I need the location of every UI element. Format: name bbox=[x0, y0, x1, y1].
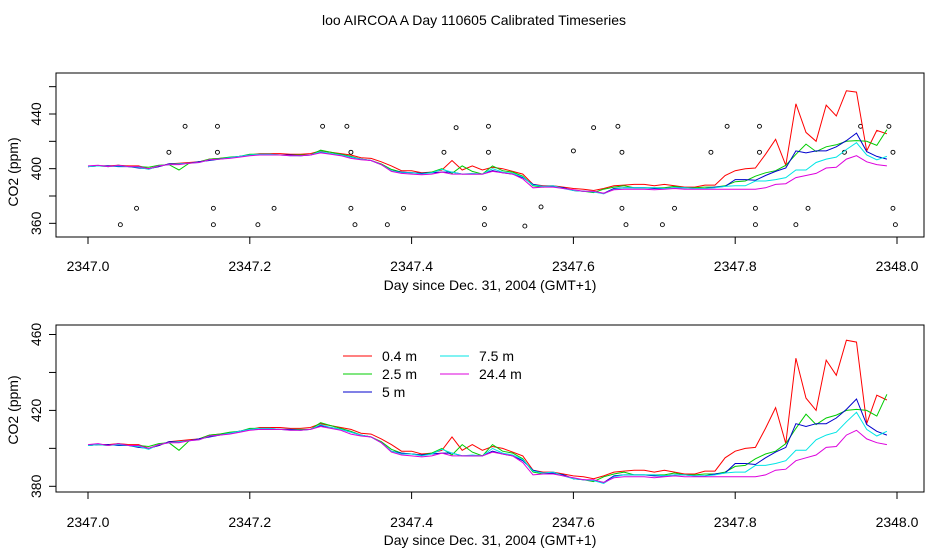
x-tick-label: 2347.6 bbox=[552, 514, 595, 530]
x-axis-bottom: 2347.0 2347.2 2347.4 2347.6 2347.8 2348.0 bbox=[67, 492, 919, 530]
legend-label: 2.5 m bbox=[382, 366, 417, 382]
series-line-2-5-m bbox=[87, 129, 888, 194]
scatter-point bbox=[441, 149, 447, 155]
panel-bottom: 380 420 460 2347.0 2347.2 2347.4 2347.6 2347.8… bbox=[5, 323, 925, 548]
scatter-point bbox=[672, 205, 677, 211]
scatter-point bbox=[886, 123, 892, 129]
y-axis-label-top: CO2 (ppm) bbox=[5, 137, 21, 206]
scatter-point bbox=[348, 205, 354, 211]
scatter-point bbox=[805, 205, 811, 211]
x-tick-label: 2347.4 bbox=[390, 258, 433, 274]
x-tick-label: 2347.0 bbox=[67, 514, 110, 530]
scatter-point bbox=[255, 222, 261, 228]
scatter-point bbox=[591, 125, 597, 131]
scatter-point bbox=[214, 149, 220, 155]
scatter-point bbox=[210, 205, 216, 211]
series-line-0-4-m bbox=[87, 90, 888, 192]
series-lines-top bbox=[87, 90, 888, 195]
y-tick-label: 420 bbox=[28, 399, 44, 423]
x-tick-label: 2347.4 bbox=[390, 514, 433, 530]
scatter-point bbox=[271, 205, 277, 211]
y-tick-label: 460 bbox=[28, 323, 44, 347]
scatter-point bbox=[708, 149, 714, 155]
scatter-point bbox=[890, 149, 896, 155]
x-tick-label: 2348.0 bbox=[876, 258, 919, 274]
scatter-point bbox=[401, 205, 406, 211]
scatter-point bbox=[659, 222, 665, 228]
series-line-24-4-m bbox=[87, 152, 887, 194]
scatter-point bbox=[757, 149, 762, 155]
figure-title: loo AIRCOA A Day 110605 Calibrated Times… bbox=[322, 12, 626, 28]
legend-label: 0.4 m bbox=[382, 348, 417, 364]
series-line-5-m bbox=[87, 132, 888, 194]
y-axis-bottom: 380 420 460 bbox=[28, 323, 56, 498]
x-tick-label: 2347.8 bbox=[714, 258, 757, 274]
scatter-point bbox=[210, 222, 216, 228]
y-tick-label: 400 bbox=[28, 157, 44, 181]
scatter-point bbox=[619, 205, 625, 211]
scatter-point bbox=[117, 222, 123, 228]
x-tick-label: 2347.6 bbox=[552, 258, 595, 274]
scatter-point bbox=[623, 222, 629, 228]
x-tick-label: 2347.2 bbox=[228, 514, 271, 530]
scatter-point bbox=[486, 123, 491, 129]
x-tick-label: 2347.8 bbox=[714, 514, 757, 530]
legend-label: 24.4 m bbox=[479, 366, 522, 382]
legend: 0.4 m 2.5 m 5 m 7.5 m 24.4 m bbox=[343, 348, 522, 400]
scatter-point bbox=[134, 205, 139, 211]
scatter-point bbox=[344, 123, 350, 129]
scatter-point bbox=[793, 222, 799, 228]
scatter-point bbox=[182, 123, 188, 129]
panel-top: 360 400 440 2347.0 2347.2 2347.4 2347.6 2347.8… bbox=[5, 72, 925, 293]
x-axis-top: 2347.0 2347.2 2347.4 2347.6 2347.8 2348.0 bbox=[67, 237, 919, 274]
y-axis-label-bottom: CO2 (ppm) bbox=[5, 375, 21, 444]
scatter-point bbox=[757, 123, 762, 129]
scatter-point bbox=[481, 205, 487, 211]
y-tick-label: 380 bbox=[28, 474, 44, 498]
series-lines-bottom bbox=[87, 339, 888, 485]
series-line-5-m bbox=[87, 398, 888, 484]
scatter-point bbox=[481, 222, 487, 228]
x-tick-label: 2347.2 bbox=[228, 258, 271, 274]
x-axis-label-bottom: Day since Dec. 31, 2004 (GMT+1) bbox=[384, 532, 597, 548]
y-tick-label: 440 bbox=[28, 102, 44, 126]
scatter-point bbox=[320, 123, 326, 129]
scatter-point bbox=[214, 123, 220, 129]
plot-frame-top bbox=[55, 72, 925, 238]
legend-label: 5 m bbox=[382, 384, 405, 400]
scatter-point bbox=[892, 222, 898, 228]
y-tick-label: 360 bbox=[28, 211, 44, 235]
x-tick-label: 2347.0 bbox=[67, 258, 110, 274]
legend-label: 7.5 m bbox=[479, 348, 514, 364]
scatter-point bbox=[752, 222, 758, 228]
scatter-point bbox=[752, 205, 758, 211]
scatter-point bbox=[166, 149, 172, 155]
scatter-point bbox=[486, 149, 491, 155]
scatter-point bbox=[538, 204, 544, 210]
x-tick-label: 2348.0 bbox=[876, 514, 919, 530]
x-axis-label-top: Day since Dec. 31, 2004 (GMT+1) bbox=[384, 277, 597, 293]
scatter-point bbox=[615, 123, 621, 129]
scatter-points-top bbox=[117, 123, 898, 229]
scatter-point bbox=[890, 205, 896, 211]
series-line-24-4-m bbox=[87, 425, 887, 484]
plot-frame-bottom bbox=[55, 324, 925, 493]
scatter-point bbox=[619, 149, 625, 155]
scatter-point bbox=[522, 223, 528, 229]
series-line-2-5-m bbox=[87, 394, 888, 483]
scatter-point bbox=[384, 222, 390, 228]
scatter-point bbox=[348, 149, 354, 155]
scatter-point bbox=[724, 123, 730, 129]
y-axis-top: 360 400 440 bbox=[28, 86, 56, 235]
scatter-point bbox=[352, 222, 358, 228]
scatter-point bbox=[453, 125, 459, 131]
scatter-point bbox=[570, 148, 576, 154]
